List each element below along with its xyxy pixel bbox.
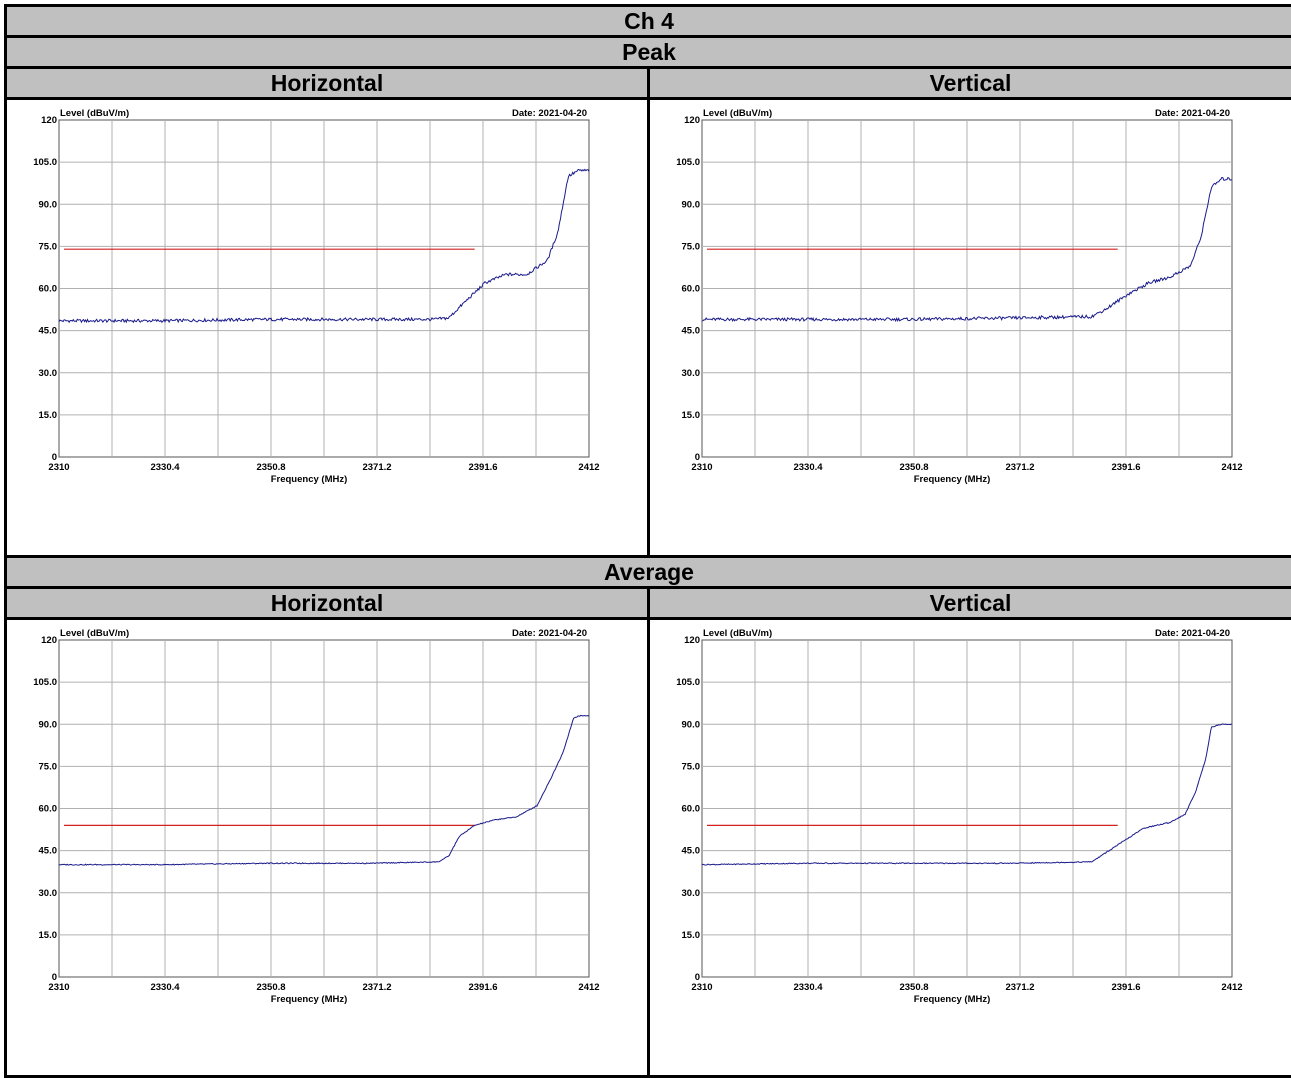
channel-title: Ch 4 <box>6 6 1291 37</box>
y-tick-label: 105.0 <box>676 677 700 688</box>
x-axis-label: Frequency (MHz) <box>914 994 991 1005</box>
y-axis-label: Level (dBuV/m) <box>60 108 129 119</box>
peak-vertical-header: Vertical <box>649 68 1291 99</box>
x-tick-label: 2330.4 <box>150 982 180 993</box>
x-tick-label: 2371.2 <box>1005 462 1034 473</box>
y-tick-label: 75.0 <box>39 761 58 772</box>
y-tick-label: 60.0 <box>682 284 701 295</box>
peak-vertical-chart: 2310 2330.4 2350.8 2371.2 2391.6 2412 0 15.0 30.… <box>650 100 1290 555</box>
date-label: Date: 2021-04-20 <box>512 108 587 119</box>
x-tick-label: 2350.8 <box>899 462 928 473</box>
y-axis-label: Level (dBuV/m) <box>60 628 129 639</box>
y-tick-label: 45.0 <box>39 846 58 857</box>
y-tick-label: 120 <box>41 115 57 126</box>
y-tick-label: 120 <box>684 635 700 646</box>
y-tick-label: 30.0 <box>39 368 58 379</box>
results-table: Ch 4 Peak Horizontal Vertical 2310 2330.4… <box>4 4 1291 1078</box>
y-tick-label: 45.0 <box>682 846 701 857</box>
average-horizontal-header: Horizontal <box>6 588 649 619</box>
y-tick-label: 30.0 <box>682 888 701 899</box>
y-tick-label: 15.0 <box>682 410 701 421</box>
y-axis-label: Level (dBuV/m) <box>703 108 772 119</box>
x-tick-label: 2412 <box>1221 462 1242 473</box>
x-tick-label: 2391.6 <box>1111 462 1140 473</box>
x-tick-label: 2371.2 <box>362 462 391 473</box>
date-label: Date: 2021-04-20 <box>1155 108 1230 119</box>
x-tick-label: 2412 <box>578 462 599 473</box>
y-tick-label: 15.0 <box>39 930 58 941</box>
y-tick-label: 120 <box>41 635 57 646</box>
x-tick-label: 2391.6 <box>468 982 497 993</box>
y-tick-label: 90.0 <box>39 719 58 730</box>
y-tick-label: 60.0 <box>39 284 58 295</box>
x-tick-label: 2310 <box>691 982 712 993</box>
x-tick-label: 2412 <box>1221 982 1242 993</box>
y-tick-label: 90.0 <box>39 199 58 210</box>
x-tick-label: 2371.2 <box>1005 982 1034 993</box>
average-horizontal-cell: 2310 2330.4 2350.8 2371.2 2391.6 2412 0 15.0 30.… <box>6 619 649 1077</box>
y-tick-label: 0 <box>52 452 57 463</box>
y-tick-label: 30.0 <box>39 888 58 899</box>
x-axis-label: Frequency (MHz) <box>271 474 348 485</box>
y-tick-label: 105.0 <box>676 157 700 168</box>
x-tick-label: 2350.8 <box>256 462 285 473</box>
y-tick-label: 30.0 <box>682 368 701 379</box>
y-tick-label: 90.0 <box>682 199 701 210</box>
x-tick-label: 2391.6 <box>468 462 497 473</box>
peak-horizontal-chart: 2310 2330.4 2350.8 2371.2 2391.6 2412 0 15.0 30.… <box>7 100 647 555</box>
date-label: Date: 2021-04-20 <box>512 628 587 639</box>
x-axis-label: Frequency (MHz) <box>914 474 991 485</box>
y-tick-label: 90.0 <box>682 719 701 730</box>
y-tick-label: 75.0 <box>682 761 701 772</box>
x-tick-label: 2330.4 <box>793 462 823 473</box>
x-tick-label: 2330.4 <box>150 462 180 473</box>
section-title-average: Average <box>6 557 1291 588</box>
peak-horizontal-header: Horizontal <box>6 68 649 99</box>
average-horizontal-chart: 2310 2330.4 2350.8 2371.2 2391.6 2412 0 15.0 30.… <box>7 620 647 1075</box>
y-tick-label: 105.0 <box>33 677 57 688</box>
x-tick-label: 2310 <box>691 462 712 473</box>
x-axis-label: Frequency (MHz) <box>271 994 348 1005</box>
y-tick-label: 45.0 <box>39 326 58 337</box>
x-tick-label: 2350.8 <box>256 982 285 993</box>
y-tick-label: 75.0 <box>682 241 701 252</box>
average-vertical-header: Vertical <box>649 588 1291 619</box>
y-tick-label: 15.0 <box>682 930 701 941</box>
y-tick-label: 105.0 <box>33 157 57 168</box>
peak-horizontal-cell: 2310 2330.4 2350.8 2371.2 2391.6 2412 0 15.0 30.… <box>6 99 649 557</box>
y-tick-label: 45.0 <box>682 326 701 337</box>
y-tick-label: 0 <box>695 972 700 983</box>
x-tick-label: 2412 <box>578 982 599 993</box>
section-title-peak: Peak <box>6 37 1291 68</box>
peak-vertical-cell: 2310 2330.4 2350.8 2371.2 2391.6 2412 0 15.0 30.… <box>649 99 1291 557</box>
x-tick-label: 2330.4 <box>793 982 823 993</box>
y-tick-label: 75.0 <box>39 241 58 252</box>
y-tick-label: 120 <box>684 115 700 126</box>
average-vertical-cell: 2310 2330.4 2350.8 2371.2 2391.6 2412 0 15.0 30.… <box>649 619 1291 1077</box>
x-tick-label: 2310 <box>48 462 69 473</box>
average-vertical-chart: 2310 2330.4 2350.8 2371.2 2391.6 2412 0 15.0 30.… <box>650 620 1290 1075</box>
y-tick-label: 15.0 <box>39 410 58 421</box>
y-tick-label: 60.0 <box>682 804 701 815</box>
x-tick-label: 2350.8 <box>899 982 928 993</box>
x-tick-label: 2391.6 <box>1111 982 1140 993</box>
y-tick-label: 0 <box>695 452 700 463</box>
y-tick-label: 0 <box>52 972 57 983</box>
y-axis-label: Level (dBuV/m) <box>703 628 772 639</box>
x-tick-label: 2371.2 <box>362 982 391 993</box>
y-tick-label: 60.0 <box>39 804 58 815</box>
date-label: Date: 2021-04-20 <box>1155 628 1230 639</box>
x-tick-label: 2310 <box>48 982 69 993</box>
